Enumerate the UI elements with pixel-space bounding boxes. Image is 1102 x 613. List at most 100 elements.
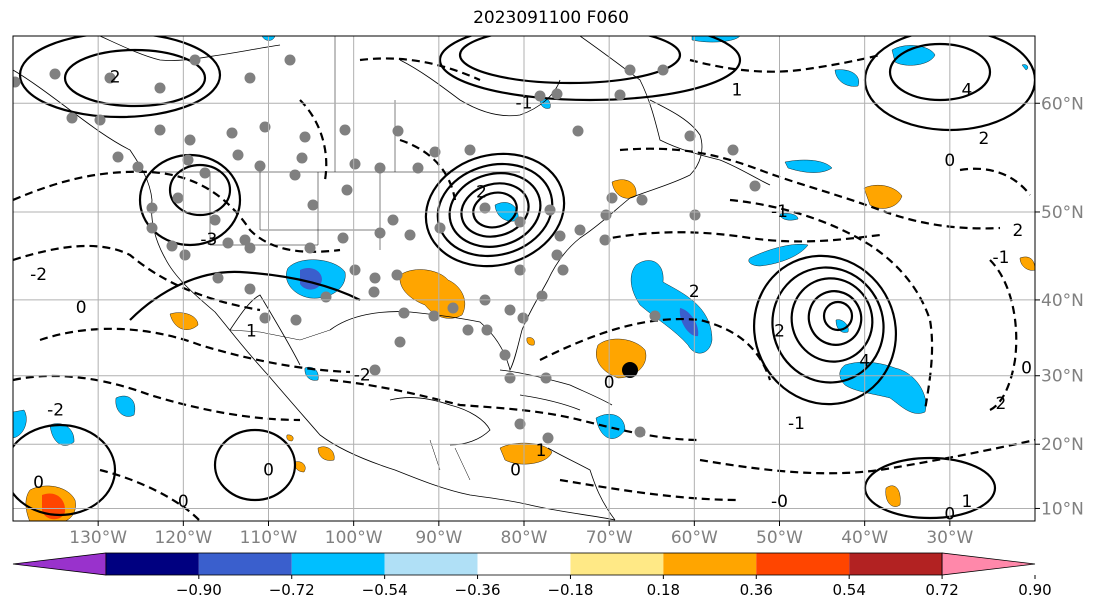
observation-dot [636, 194, 648, 206]
observation-dot [404, 229, 416, 241]
colorbar-segment [105, 553, 199, 575]
observation-dot [462, 324, 474, 336]
observation-dot [337, 232, 349, 244]
contour-label: 1 [536, 441, 547, 461]
observation-dot [341, 184, 353, 196]
colorbar-label: −0.90 [176, 581, 222, 599]
observation-dot [479, 202, 491, 214]
observation-dot [657, 64, 669, 76]
observation-dot [394, 336, 406, 348]
colorbar-label: 0.54 [832, 581, 865, 599]
contour-label: 1 [732, 81, 743, 101]
observation-dot [232, 149, 244, 161]
observation-dot [259, 121, 271, 133]
observation-dot [536, 290, 548, 302]
gridlines [13, 36, 1035, 521]
colorbar-extend-high [941, 552, 1036, 576]
observation-dot [429, 146, 441, 158]
observation-dot [349, 158, 361, 170]
lon-label: 60°W [671, 528, 718, 548]
observation-dot [284, 54, 296, 66]
contour-label: -1 [788, 414, 805, 434]
contour-label: -0 [771, 492, 788, 512]
observation-dot [374, 227, 386, 239]
lat-label: 40°N [1041, 291, 1084, 311]
observation-dot [244, 283, 256, 295]
lon-label: 90°W [415, 528, 462, 548]
observation-dot [132, 161, 144, 173]
colorbar-label: −0.72 [269, 581, 315, 599]
contour-label: 0 [1021, 359, 1032, 379]
observation-dot [540, 372, 552, 384]
observation-dot [554, 230, 566, 242]
observation-dot [534, 90, 546, 102]
observation-dot [222, 237, 234, 249]
observation-dot [387, 214, 399, 226]
observation-dot [614, 89, 626, 101]
colorbar-segment [756, 553, 850, 575]
observation-dot [349, 264, 361, 276]
contour-label: 1 [246, 321, 257, 341]
contour-label: -1 [992, 248, 1009, 268]
contours [13, 36, 1035, 521]
contour-label: 0 [76, 298, 87, 318]
contour-label: 0 [263, 460, 274, 480]
colorbar-label: 0.18 [647, 581, 680, 599]
observation-dot [154, 82, 166, 94]
contour-label: 0 [604, 373, 615, 393]
longitude-labels: 130°W 120°W 110°W 100°W 90°W 80°W 70°W 60°W 50°W… [69, 521, 973, 548]
lon-label: 120°W [154, 528, 212, 548]
observation-dot [447, 302, 459, 314]
coastlines [13, 36, 771, 521]
observation-dots [13, 54, 761, 444]
observation-dot [369, 272, 381, 284]
lat-label: 20°N [1041, 435, 1084, 455]
colorbar-label: 0.36 [740, 581, 773, 599]
colorbar-segment [663, 553, 757, 575]
lon-label: 70°W [586, 528, 633, 548]
lat-label: 10°N [1041, 499, 1084, 519]
observation-dot [154, 124, 166, 136]
map-title: 2023091100 F060 [473, 8, 629, 28]
observation-dot [749, 180, 761, 192]
observation-dot [339, 124, 351, 136]
lon-label: 110°W [240, 528, 298, 548]
observation-dot [514, 264, 526, 276]
colorbar-segment [570, 553, 664, 575]
observation-dot [689, 209, 701, 221]
lat-label: 50°N [1041, 203, 1084, 223]
observation-dot [517, 312, 529, 324]
contour-label: 0 [510, 460, 521, 480]
contour-label: -2 [30, 265, 47, 285]
contour-label: 0 [33, 473, 44, 493]
contour-label: 2 [110, 68, 121, 88]
observation-dot [412, 162, 424, 174]
observation-dot [184, 134, 196, 146]
observation-dot [94, 114, 106, 126]
lon-label: 30°W [926, 528, 973, 548]
observation-dot [428, 310, 440, 322]
observation-dot [104, 72, 116, 84]
contour-label: -3 [200, 230, 217, 250]
observation-dot [254, 160, 266, 172]
observation-dot [504, 304, 516, 316]
observation-dot [542, 432, 554, 444]
observation-dot [514, 216, 526, 228]
storm-center-marker [622, 362, 638, 378]
observation-dot [624, 64, 636, 76]
observation-dot [289, 169, 301, 181]
observation-dot [572, 125, 584, 137]
observation-dot [368, 286, 380, 298]
lon-label: 130°W [69, 528, 127, 548]
observation-dot [290, 314, 302, 326]
observation-dot [296, 152, 308, 164]
colorbar-tick-labels: −0.90 −0.72 −0.54 −0.36 −0.18 0.18 0.36 0.54 0.7… [176, 575, 1052, 599]
contour-label: 4 [961, 81, 972, 101]
observation-dot [551, 249, 563, 261]
observation-dot [199, 167, 211, 179]
observation-dot [226, 127, 238, 139]
observation-dot [634, 426, 646, 438]
observation-dot [464, 144, 476, 156]
observation-dot [434, 222, 446, 234]
